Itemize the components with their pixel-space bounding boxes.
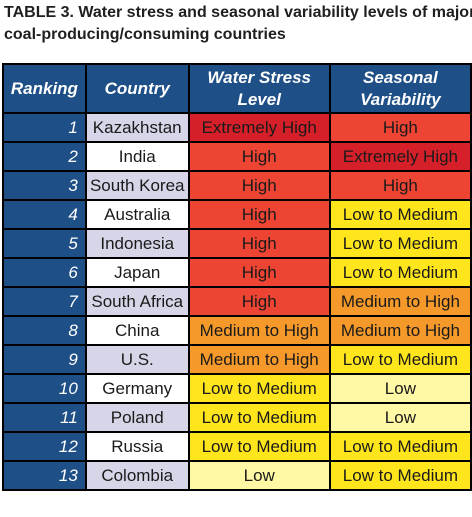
water-stress-table: Ranking Country Water Stress Level Seaso… (2, 63, 472, 491)
header-seasonal-line-2: Variability (360, 89, 441, 109)
header-water-stress-line-2: Level (237, 89, 281, 109)
caption-line-2: coal-producing/consuming countries (4, 26, 286, 43)
table-row: 5 Indonesia High Low to Medium (2, 228, 472, 259)
table-row: 8 China Medium to High Medium to High (2, 315, 472, 346)
rank-cell: 12 (2, 431, 87, 462)
header-country: Country (84, 63, 190, 114)
rank-cell: 1 (2, 112, 87, 143)
table-row: 11 Poland Low to Medium Low (2, 402, 472, 433)
seasonal-variability-cell: Extremely High (328, 141, 472, 172)
rank-cell: 2 (2, 141, 87, 172)
water-stress-cell: High (187, 257, 331, 288)
header-seasonal-line-1: Seasonal (363, 67, 438, 87)
seasonal-variability-cell: Low to Medium (328, 199, 472, 230)
country-cell: Kazakhstan (84, 112, 190, 143)
water-stress-cell: High (187, 286, 331, 317)
seasonal-variability-cell: High (328, 170, 472, 201)
rank-cell: 6 (2, 257, 87, 288)
table-row: 3 South Korea High High (2, 170, 472, 201)
country-cell: Colombia (84, 460, 190, 491)
water-stress-cell: High (187, 228, 331, 259)
water-stress-cell: Medium to High (187, 315, 331, 346)
country-cell: Poland (84, 402, 190, 433)
seasonal-variability-cell: Low to Medium (328, 431, 472, 462)
rank-cell: 5 (2, 228, 87, 259)
header-row: Ranking Country Water Stress Level Seaso… (2, 63, 472, 114)
water-stress-cell: Low to Medium (187, 402, 331, 433)
seasonal-variability-cell: Low to Medium (328, 344, 472, 375)
country-cell: Australia (84, 199, 190, 230)
country-cell: South Korea (84, 170, 190, 201)
rank-cell: 9 (2, 344, 87, 375)
table-row: 6 Japan High Low to Medium (2, 257, 472, 288)
rank-cell: 11 (2, 402, 87, 433)
seasonal-variability-cell: Medium to High (328, 315, 472, 346)
table-caption: TABLE 3. Water stress and seasonal varia… (4, 2, 472, 46)
seasonal-variability-cell: Low to Medium (328, 460, 472, 491)
seasonal-variability-cell: High (328, 112, 472, 143)
table-row: 13 Colombia Low Low to Medium (2, 460, 472, 491)
seasonal-variability-cell: Low to Medium (328, 257, 472, 288)
table-row: 4 Australia High Low to Medium (2, 199, 472, 230)
table-body: 1 Kazakhstan Extremely High High 2 India High E… (2, 112, 472, 491)
water-stress-cell: High (187, 199, 331, 230)
country-cell: India (84, 141, 190, 172)
water-stress-cell: Extremely High (187, 112, 331, 143)
seasonal-variability-cell: Medium to High (328, 286, 472, 317)
water-stress-cell: Low to Medium (187, 431, 331, 462)
country-cell: Russia (84, 431, 190, 462)
header-seasonal-variability: Seasonal Variability (328, 63, 472, 114)
seasonal-variability-cell: Low (328, 402, 472, 433)
water-stress-cell: Medium to High (187, 344, 331, 375)
country-cell: U.S. (84, 344, 190, 375)
rank-cell: 3 (2, 170, 87, 201)
rank-cell: 8 (2, 315, 87, 346)
country-cell: South Africa (84, 286, 190, 317)
water-stress-cell: High (187, 141, 331, 172)
header-ranking: Ranking (2, 63, 87, 114)
water-stress-cell: High (187, 170, 331, 201)
rank-cell: 4 (2, 199, 87, 230)
table-row: 10 Germany Low to Medium Low (2, 373, 472, 404)
rank-cell: 13 (2, 460, 87, 491)
rank-cell: 7 (2, 286, 87, 317)
water-stress-cell: Low (187, 460, 331, 491)
country-cell: Japan (84, 257, 190, 288)
table-row: 9 U.S. Medium to High Low to Medium (2, 344, 472, 375)
rank-cell: 10 (2, 373, 87, 404)
table-row: 12 Russia Low to Medium Low to Medium (2, 431, 472, 462)
header-water-stress-line-1: Water Stress (207, 67, 312, 87)
header-water-stress: Water Stress Level (187, 63, 331, 114)
seasonal-variability-cell: Low to Medium (328, 228, 472, 259)
country-cell: Germany (84, 373, 190, 404)
table-row: 2 India High Extremely High (2, 141, 472, 172)
table-row: 1 Kazakhstan Extremely High High (2, 112, 472, 143)
country-cell: Indonesia (84, 228, 190, 259)
table-row: 7 South Africa High Medium to High (2, 286, 472, 317)
country-cell: China (84, 315, 190, 346)
seasonal-variability-cell: Low (328, 373, 472, 404)
water-stress-cell: Low to Medium (187, 373, 331, 404)
caption-line-1: TABLE 3. Water stress and seasonal varia… (4, 4, 472, 21)
